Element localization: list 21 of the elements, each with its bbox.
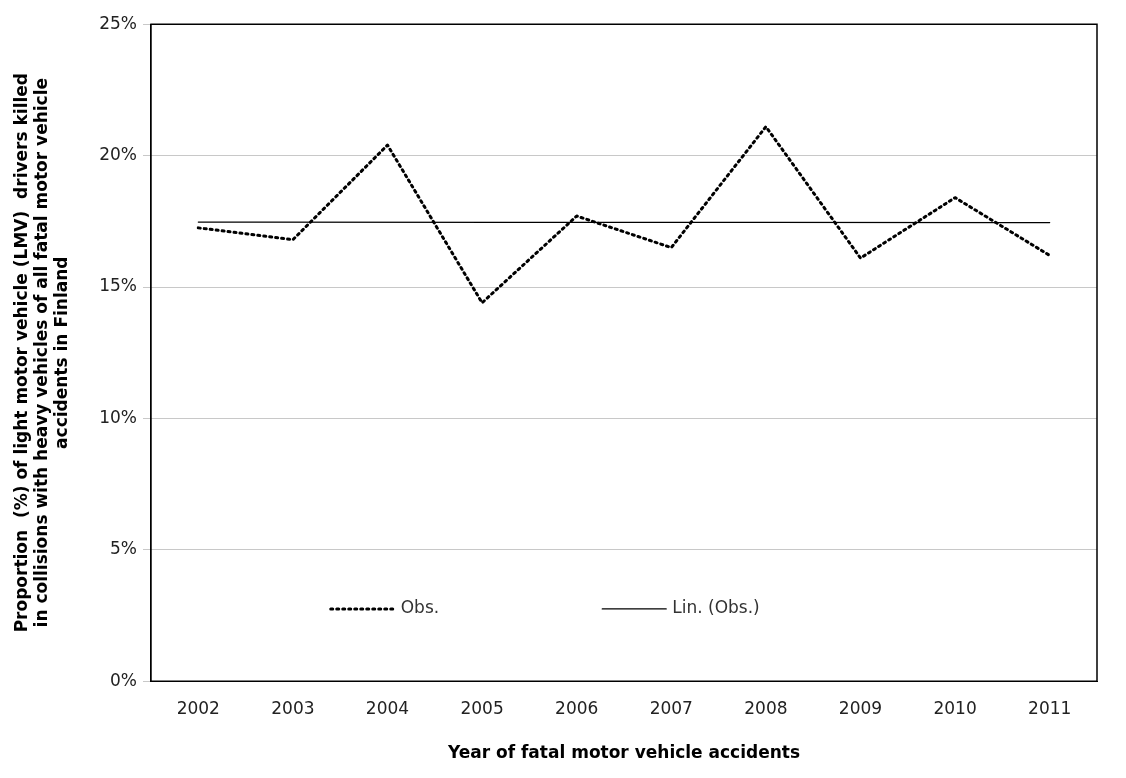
y-tick-label: 5% — [110, 538, 137, 559]
x-tick-label: 2009 — [838, 697, 883, 718]
x-tick-label: 2008 — [744, 697, 788, 718]
y-tick-label: 10% — [99, 406, 137, 427]
x-tick-label: 2002 — [176, 697, 220, 718]
x-tick-label: 2011 — [1028, 697, 1072, 718]
x-tick-label: 2010 — [933, 697, 977, 718]
x-tick-label: 2004 — [365, 697, 410, 718]
x-tick-label: 2006 — [555, 697, 599, 718]
x-tick-label: 2005 — [460, 697, 504, 718]
y-tick-label: 25% — [99, 12, 137, 33]
line-series — [196, 125, 1052, 305]
y-tick-label: 20% — [99, 144, 137, 165]
y-tick-label: 15% — [99, 275, 137, 296]
x-tick-label: 2007 — [649, 697, 693, 718]
legend-label: Obs. — [400, 597, 440, 618]
legend-label: Lin. (Obs.) — [672, 597, 760, 618]
y-tick-label: 0% — [110, 669, 137, 690]
y-axis-title: Proportion (%) of light motor vehicle (LMV) drivers killed in collisions with heavy vehicles of all fatal motor vehicle accidents in Finland — [10, 73, 72, 633]
x-axis-title: Year of fatal motor vehicle accidents — [446, 742, 801, 763]
x-tick-label: 2003 — [271, 697, 315, 718]
